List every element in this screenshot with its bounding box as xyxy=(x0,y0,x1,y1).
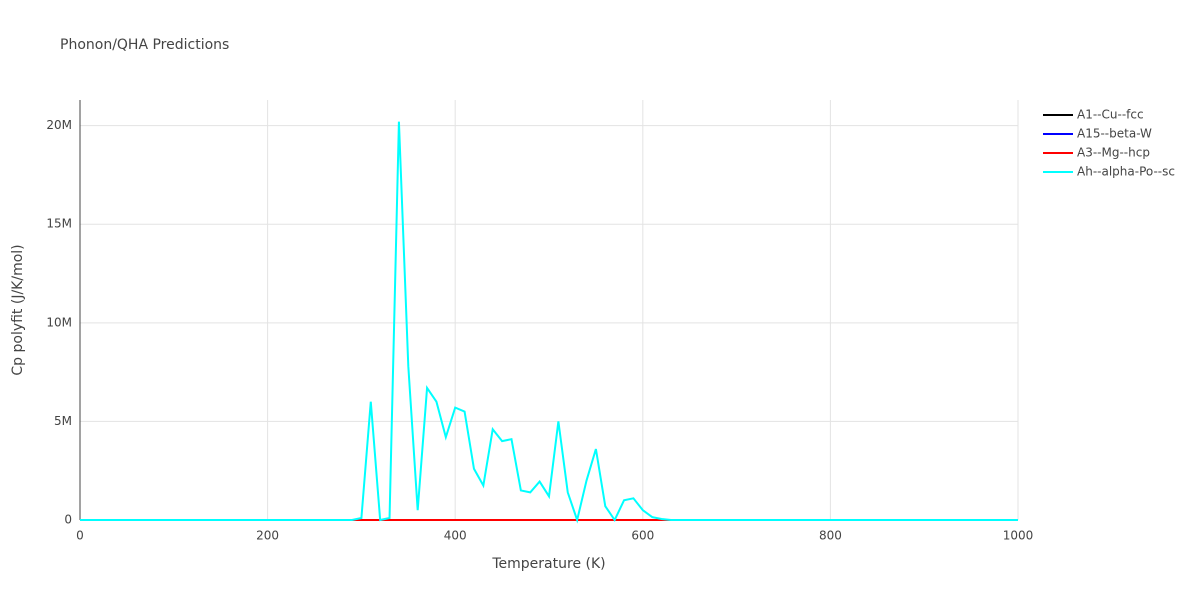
legend-label: A15--beta-W xyxy=(1077,127,1152,141)
chart-title: Phonon/QHA Predictions xyxy=(60,37,229,53)
y-tick-label: 0 xyxy=(64,513,72,527)
y-axis-label: Cp polyfit (J/K/mol) xyxy=(10,244,26,375)
y-tick-label: 20M xyxy=(46,118,72,132)
x-tick-label: 400 xyxy=(444,529,467,543)
series-line xyxy=(80,121,1018,524)
x-tick-label: 0 xyxy=(76,529,84,543)
x-tick-label: 600 xyxy=(631,529,654,543)
y-tick-label: 15M xyxy=(46,217,72,231)
x-tick-label: 800 xyxy=(819,529,842,543)
y-tick-label: 10M xyxy=(46,315,72,329)
y-tick-label: 5M xyxy=(54,414,72,428)
x-tick-label: 1000 xyxy=(1003,529,1034,543)
legend-label: Ah--alpha-Po--sc xyxy=(1077,165,1175,179)
legend-label: A1--Cu--fcc xyxy=(1077,108,1144,122)
legend-label: A3--Mg--hcp xyxy=(1077,146,1150,160)
x-tick-label: 200 xyxy=(256,529,279,543)
x-axis-label: Temperature (K) xyxy=(491,556,605,572)
